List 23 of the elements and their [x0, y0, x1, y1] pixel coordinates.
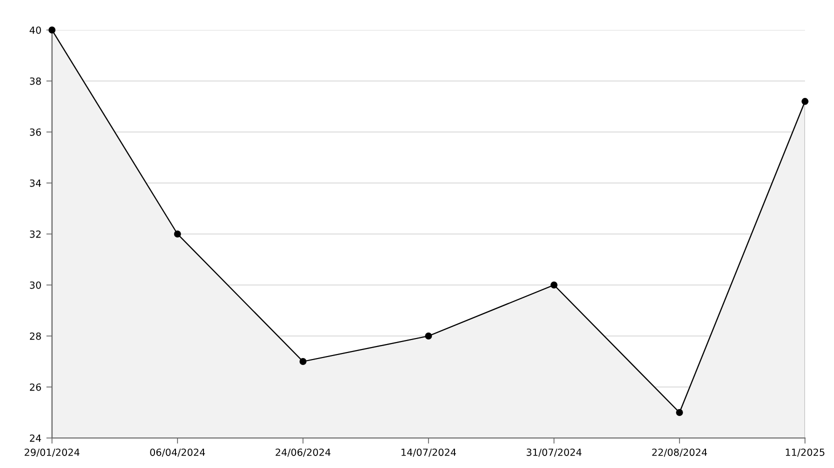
y-tick-label: 36: [30, 128, 41, 136]
point: [48, 26, 56, 34]
x-tick-label: 11/2025: [786, 448, 824, 457]
x-tick-label: 29/01/2024: [24, 448, 80, 457]
x-tick-label: 31/07/2024: [526, 448, 582, 457]
point: [174, 230, 181, 238]
y-tick-label: 28: [30, 332, 41, 340]
x-tick-label: 14/07/2024: [402, 448, 456, 457]
point: [676, 409, 683, 416]
x-tick-label: 24/06/2024: [276, 448, 330, 457]
point: [425, 332, 432, 340]
y-tick-label: 24: [30, 434, 42, 442]
point: [802, 98, 808, 105]
x-tick-label: 06/04/2024: [150, 448, 205, 457]
x-tick-label: 22/08/2024: [652, 448, 707, 457]
point: [300, 358, 306, 365]
y-tick-label: 32: [30, 230, 41, 238]
point: [550, 282, 558, 288]
y-tick-label: 40: [30, 26, 41, 34]
y-tick-label: 34: [30, 179, 42, 187]
y-tick-label: 30: [30, 281, 41, 289]
y-tick-label: 38: [30, 77, 41, 85]
y-tick-label: 26: [30, 383, 41, 391]
